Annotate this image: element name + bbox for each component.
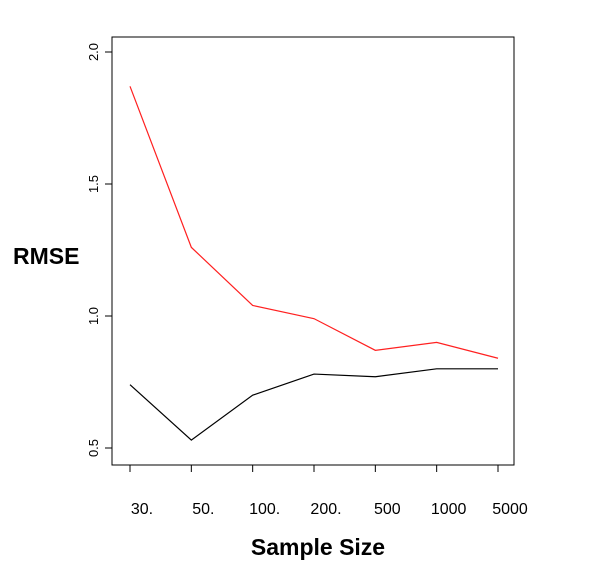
y-tick-label: 2.0 <box>86 43 101 61</box>
x-tick-label: 500 <box>374 501 401 518</box>
x-tick-label: 50. <box>192 501 214 518</box>
x-tick-label: 100. <box>249 501 280 518</box>
plot-frame <box>111 36 515 466</box>
x-tick-label: 5000 <box>492 501 528 518</box>
y-tick-label: 1.5 <box>86 175 101 193</box>
x-axis-title: Sample Size <box>251 534 385 560</box>
series-lines <box>129 86 499 441</box>
y-tick-label: 1.0 <box>86 307 101 325</box>
series-line-0 <box>129 86 499 359</box>
y-tick-label: 0.5 <box>86 439 101 457</box>
x-tick-label: 1000 <box>431 501 467 518</box>
x-axis: 30. 50. 100. 200. 500 1000 5000 <box>129 465 528 518</box>
y-axis-title: RMSE <box>13 243 79 269</box>
x-tick-label: 30. <box>131 501 153 518</box>
x-tick-label: 200. <box>310 501 341 518</box>
y-axis: 0.5 1.0 1.5 2.0 <box>86 43 112 457</box>
series-line-1 <box>129 368 498 441</box>
